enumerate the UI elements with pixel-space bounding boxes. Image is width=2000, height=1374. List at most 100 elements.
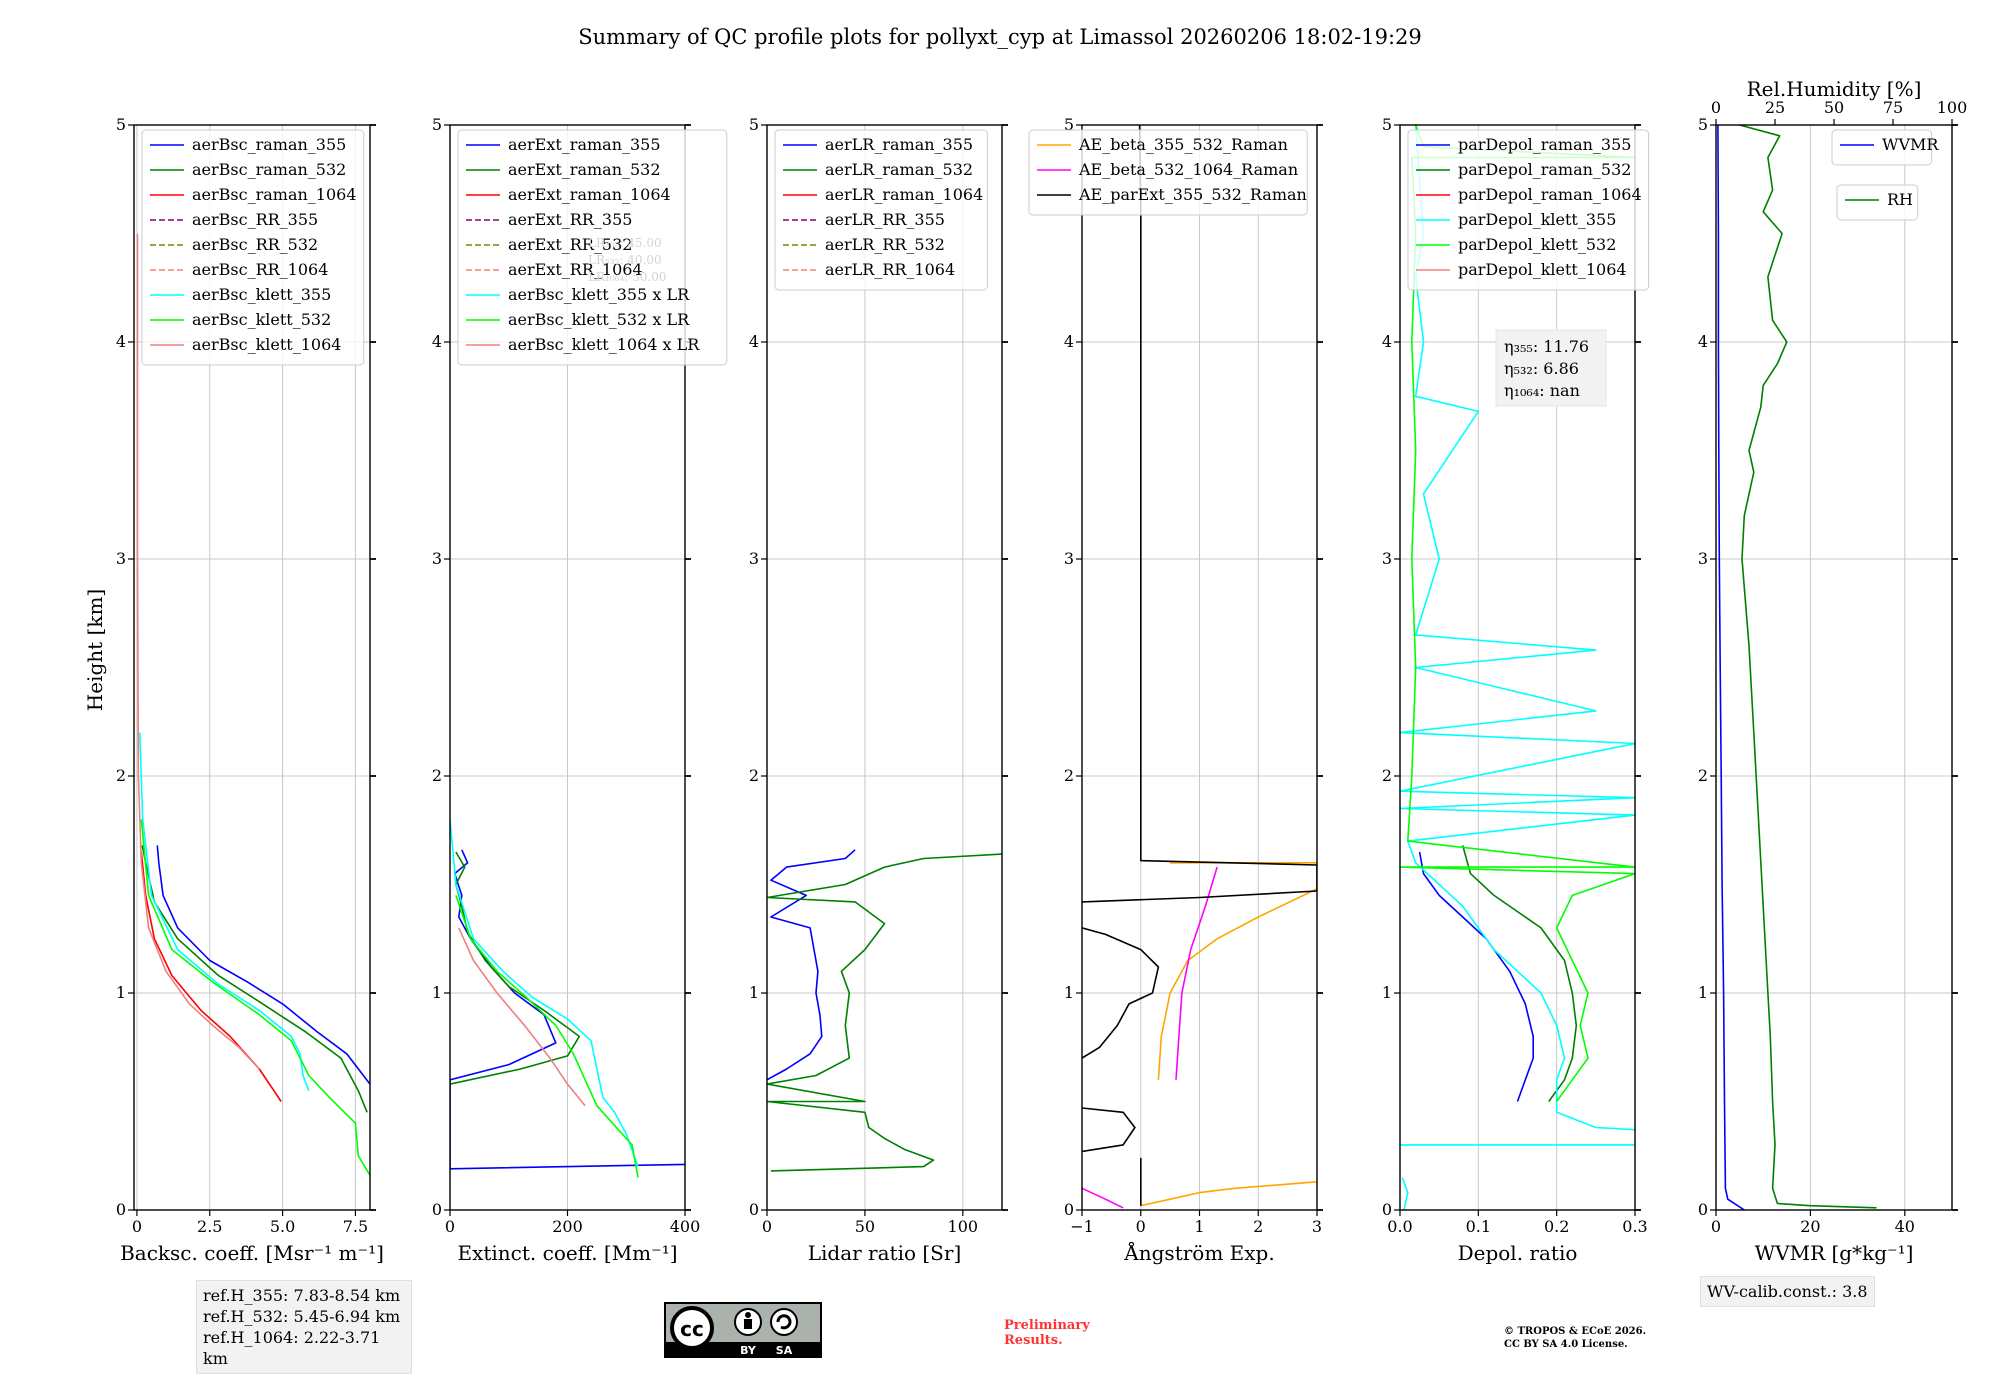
eta-box: [1495, 329, 1607, 407]
eta-label: η₅₃₂: 6.86: [1504, 359, 1579, 378]
axes-frame: [1399, 124, 1636, 1211]
y-tick-label: 4: [1698, 332, 1708, 351]
panel-backscatter: 0 2.5 5.0 7.5 0 1 2 3 4 5 Backsc. coeff. [Msr⁻¹ m⁻…: [116, 115, 384, 1265]
y-tick-label: 2: [1064, 766, 1074, 785]
x-tick-label: 0: [1136, 1217, 1146, 1236]
y-tick-label: 3: [116, 549, 126, 568]
x-tick-label: 0.0: [1387, 1217, 1412, 1236]
y-tick-label: 4: [432, 332, 442, 351]
series-aerBsc_raman_532: [141, 845, 368, 1113]
x-tick-label: −1: [1070, 1217, 1094, 1236]
legend-label: parDepol_klett_1064: [1458, 260, 1627, 279]
x-axis-label: Ångström Exp.: [1123, 1240, 1274, 1265]
figure-title: Summary of QC profile plots for pollyxt_…: [578, 25, 1422, 49]
legend-label: aerExt_RR_355: [508, 210, 632, 229]
legend-label: aerBsc_raman_532: [192, 160, 346, 179]
legend-lidar_ratio: aerLR_raman_355 aerLR_raman_532 aerLR_rama…: [774, 129, 988, 291]
x2-tick-label: 75: [1883, 98, 1903, 117]
legend-label: aerBsc_klett_1064 x LR: [508, 335, 700, 354]
x-tick-label: 0: [1711, 1217, 1721, 1236]
legend-box: [457, 129, 728, 366]
x2-tick-label: 0: [1711, 98, 1721, 117]
series-WVMR: [1717, 125, 1745, 1210]
legend-label: aerBsc_klett_532: [192, 310, 331, 329]
x2-tick-label: 25: [1765, 98, 1785, 117]
panel-wvmr: 0 25 50 75 100 Rel.Humidity [%] 0 20 40 0 1 2 3 4 5 WVM…: [1698, 77, 1967, 1265]
legend-box: [774, 129, 988, 291]
x-axis-label: Extinct. coeff. [Mm⁻¹]: [457, 1241, 677, 1265]
series-aerExt_klett_532: [455, 895, 639, 1178]
legend-label: aerBsc_raman_355: [192, 135, 346, 154]
cc-logo-text: cc: [680, 1317, 704, 1341]
y-tick-label: 2: [1382, 766, 1392, 785]
y-tick-label: 2: [1698, 766, 1708, 785]
legend-label: aerLR_RR_1064: [825, 260, 955, 279]
x-tick-label: 200: [552, 1217, 583, 1236]
preliminary-line-2: Results.: [1004, 1333, 1063, 1348]
lr-label: LR₁₀₆₄: 50.00: [588, 270, 666, 284]
series-group: [450, 819, 685, 1178]
legend-label: parDepol_klett_532: [1458, 235, 1616, 254]
legend-label: aerExt_raman_532: [508, 160, 661, 179]
y-tick-label: 0: [116, 1200, 126, 1219]
legend-label: AE_beta_355_532_Raman: [1078, 135, 1288, 154]
legend-depol: parDepol_raman_355 parDepol_raman_532 parD…: [1407, 129, 1650, 291]
series-aerBsc_klett_532: [140, 819, 370, 1176]
y-tick-label: 4: [1382, 332, 1392, 351]
axes-frame: [766, 124, 1003, 1211]
legend-extinction: aerExt_raman_355 aerExt_raman_532 aerExt_r…: [457, 129, 728, 366]
series-parDepol_raman_355: [1418, 851, 1534, 1102]
legend-label: aerBsc_RR_355: [192, 210, 318, 229]
x-tick-label: 0: [132, 1217, 142, 1236]
eta-label: η₁₀₆₄: nan: [1504, 381, 1580, 400]
series-parDepol_klett_355_base: [1401, 1177, 1409, 1210]
legend-label: aerLR_raman_1064: [825, 185, 983, 204]
y-tick-label: 4: [116, 332, 126, 351]
series-AE_beta_532_1064_Raman_low: [1082, 1187, 1124, 1209]
y-axis-label: Height [km]: [83, 589, 107, 711]
copyright-line-1: © TROPOS & ECoE 2026.: [1504, 1326, 1647, 1337]
legend-label: AE_parExt_355_532_Raman: [1078, 185, 1307, 204]
y-tick-label: 3: [1382, 549, 1392, 568]
reference-heights-box: ref.H_355: 7.83-8.54 km ref.H_532: 5.45-…: [196, 1280, 412, 1374]
series-AE_parExt_355_532_Raman_low: [1082, 1107, 1136, 1153]
panel-lidar_ratio: 0 50 100 0 1 2 3 4 5 Lidar ratio [Sr] aerLR_raman_…: [749, 115, 1008, 1265]
series-aerLR_raman_355: [767, 849, 856, 1081]
series-group: [136, 233, 370, 1176]
series-aerBsc_klett_355: [139, 732, 310, 1091]
ref-height-355: ref.H_355: 7.83-8.54 km: [203, 1286, 401, 1305]
x-tick-label: 5.0: [270, 1217, 295, 1236]
series-group: [767, 849, 1002, 1172]
series-aerExt_klett_1064: [458, 927, 586, 1107]
series-RH: [1739, 125, 1877, 1209]
y-tick-label: 5: [1382, 115, 1392, 134]
y-tick-label: 5: [749, 115, 759, 134]
y-tick-label: 2: [116, 766, 126, 785]
series-aerBsc_raman_1064: [140, 851, 282, 1102]
x-tick-label: 40: [1895, 1217, 1915, 1236]
legend-label: aerBsc_klett_532 x LR: [508, 310, 690, 329]
legend-label: aerExt_RR_1064: [508, 260, 643, 279]
x-axis-label: WVMR [g*kg⁻¹]: [1755, 1241, 1914, 1265]
by-label: BY: [740, 1344, 757, 1357]
legend-label: aerLR_RR_532: [825, 235, 945, 254]
legend-label: parDepol_raman_355: [1458, 135, 1631, 154]
legend-label: aerExt_raman_1064: [508, 185, 671, 204]
y-tick-label: 3: [1064, 549, 1074, 568]
legend-label: RH: [1887, 190, 1913, 209]
copyright-line-2: CC BY SA 4.0 License.: [1504, 1339, 1628, 1350]
legend-box: [141, 129, 365, 366]
y-tick-label: 2: [749, 766, 759, 785]
preliminary-line-1: Preliminary: [1004, 1318, 1090, 1333]
series-AE_beta_355_532_Raman: [1157, 861, 1317, 1080]
y-tick-label: 1: [749, 983, 759, 1002]
series-AE_parExt_355_532_Raman_mid: [1082, 927, 1160, 1059]
legend-label: aerLR_raman_355: [825, 135, 973, 154]
x-axis-label: Backsc. coeff. [Msr⁻¹ m⁻¹]: [120, 1241, 384, 1265]
x-tick-label: 3: [1312, 1217, 1322, 1236]
legend-box: [1831, 129, 1933, 166]
series-AE_beta_532_1064_Raman: [1175, 866, 1218, 1080]
x2-tick-label: 100: [1937, 98, 1968, 117]
legend-angstrom: AE_beta_355_532_Raman AE_beta_532_1064_Ra…: [1028, 129, 1308, 216]
